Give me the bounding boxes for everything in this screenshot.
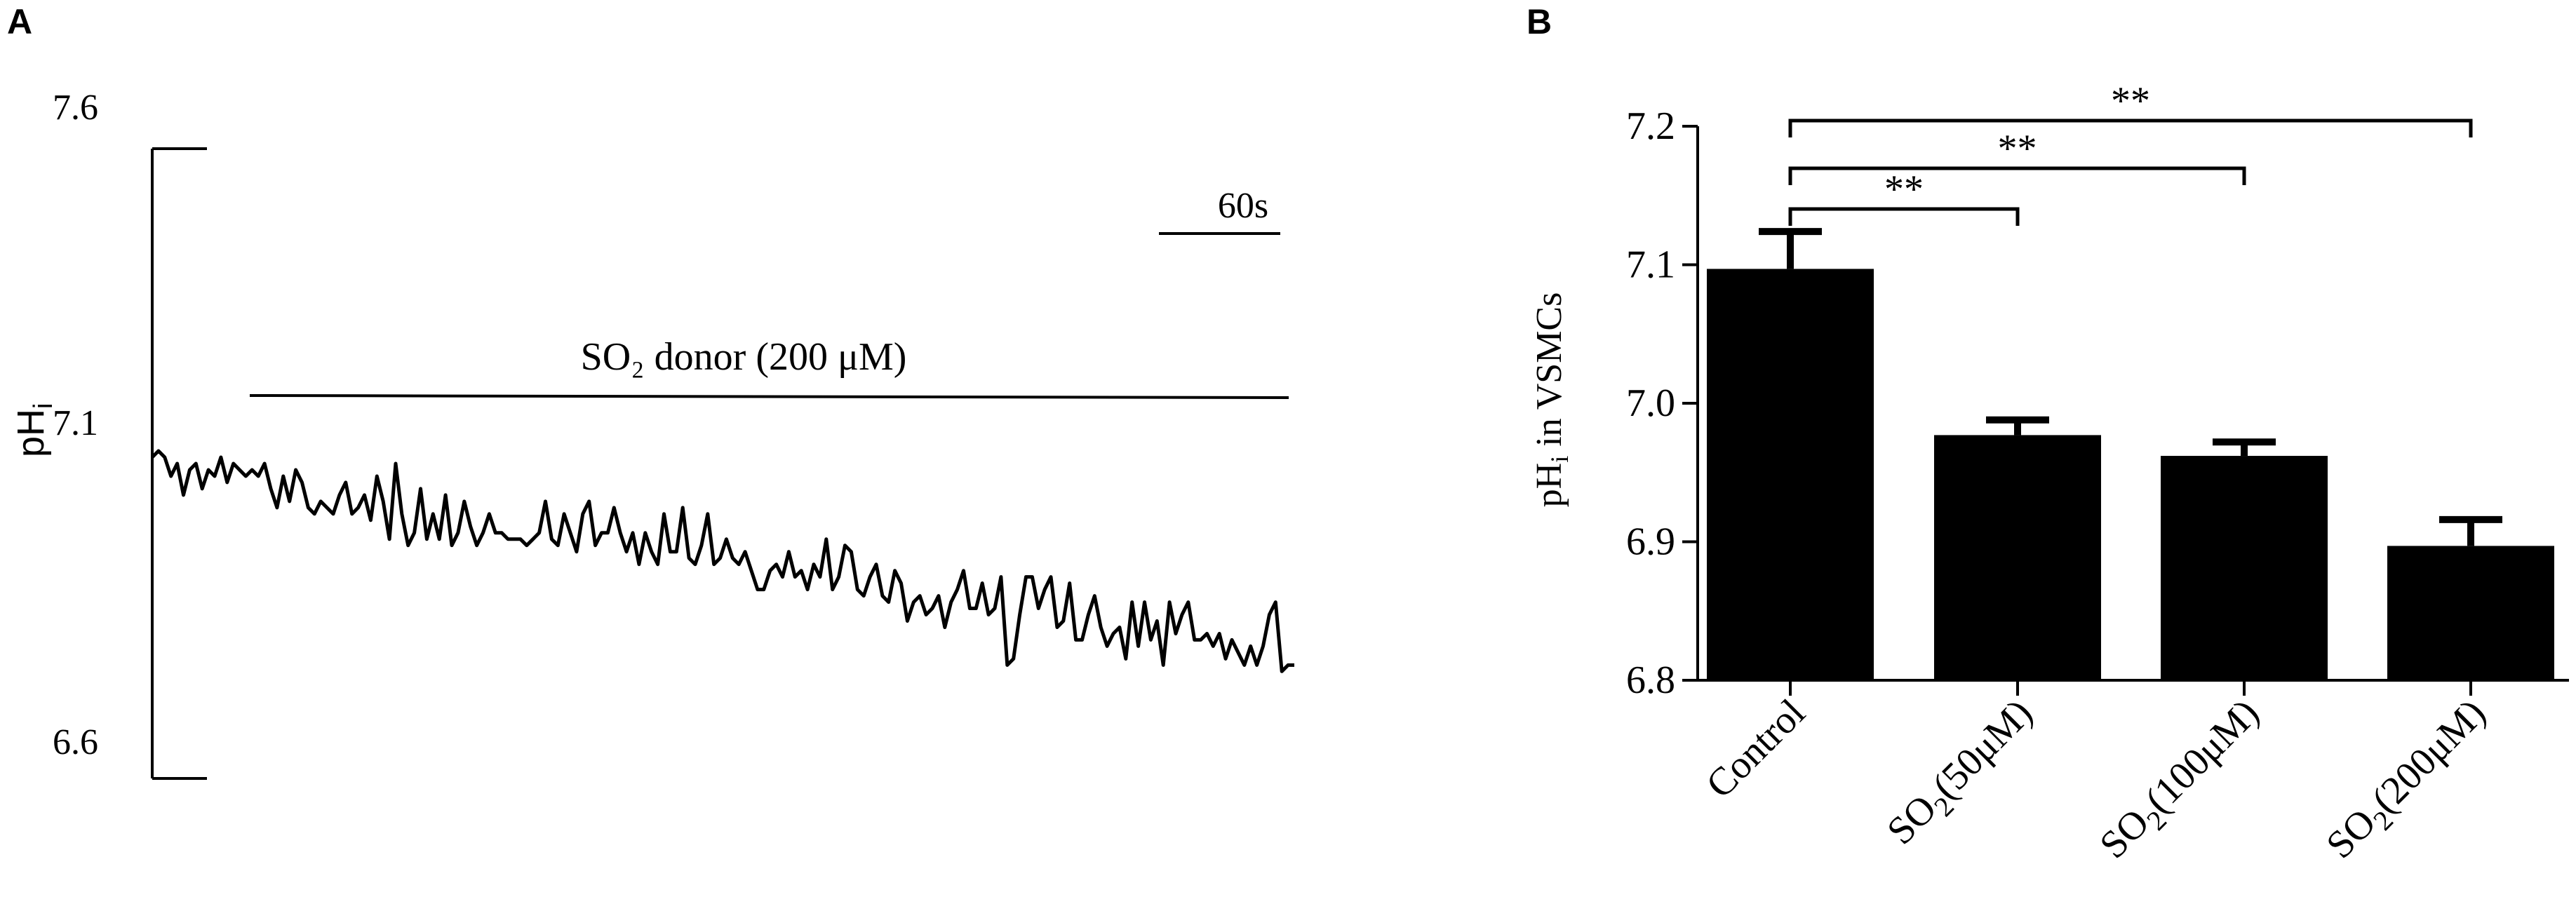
bar <box>2161 456 2328 680</box>
y-axis-label-main: pH <box>10 409 52 457</box>
significance-label: ** <box>1884 168 1924 211</box>
x-tick-label: Control <box>1698 691 1813 806</box>
treatment-bar <box>249 394 1289 399</box>
ph-trace-line <box>151 449 1294 673</box>
y-axis-label-subscript: i <box>1545 456 1574 463</box>
bars <box>1707 228 2554 696</box>
y-tick-label: 7.6 <box>53 88 98 128</box>
significance-label: ** <box>2111 79 2150 123</box>
treatment-label: SO₂ donor (200 μM) <box>581 335 907 379</box>
y-tick-label: 7.1 <box>1626 243 1675 287</box>
significance-bracket <box>1788 166 2246 185</box>
y-tick-label: 6.8 <box>1626 659 1675 702</box>
significance-bracket <box>1788 119 2473 137</box>
y-tick-label: 7.1 <box>53 403 98 443</box>
panel-a-trace-chart: 7.6 7.1 6.6 pHi 60s SO₂ donor (200 μM) <box>10 88 1294 780</box>
x-axis-labels: Control SO2(50μM) SO2(100μM) SO2(200μM) <box>1698 691 2499 872</box>
panel-label-a: A <box>7 2 32 41</box>
y-axis-label-rest: in VSMCs <box>1529 292 1569 456</box>
y-axis-label-subscript: i <box>29 403 58 409</box>
x-tick-label: SO2(50μM) <box>1879 691 2046 858</box>
scale-bar-label: 60s <box>1218 186 1268 226</box>
significance-brackets: ** ** ** <box>1788 79 2473 226</box>
x-tick-label-rest: (200μM) <box>2363 691 2494 821</box>
x-tick-label: SO2(100μM) <box>2091 691 2272 872</box>
x-tick-label-rest: (50μM) <box>1924 691 2041 807</box>
y-tick-label: 7.2 <box>1626 104 1675 148</box>
bar <box>1934 435 2101 680</box>
y-tick-label: 6.9 <box>1626 520 1675 564</box>
y-axis-label: pHi <box>10 403 58 457</box>
x-tick-label: SO2(200μM) <box>2318 691 2499 872</box>
y-tick-label: 7.0 <box>1626 382 1675 425</box>
y-axis-label-main: pH <box>1529 463 1569 508</box>
y-tick-label: 6.6 <box>53 722 98 762</box>
bar <box>2387 546 2554 680</box>
significance-label: ** <box>1998 127 2037 170</box>
panel-label-b: B <box>1527 2 1552 41</box>
y-axis-label: pHi in VSMCs <box>1529 292 1574 508</box>
bar <box>1707 269 1874 680</box>
panel-b-bar-chart: 6.8 6.9 7.0 7.1 7.2 ** ** ** Control SO2(50μM) S… <box>1529 79 2569 872</box>
significance-bracket <box>1788 207 2020 226</box>
x-tick-label-rest: (100μM) <box>2137 691 2267 821</box>
x-tick-label-main: Control <box>1698 691 1813 806</box>
